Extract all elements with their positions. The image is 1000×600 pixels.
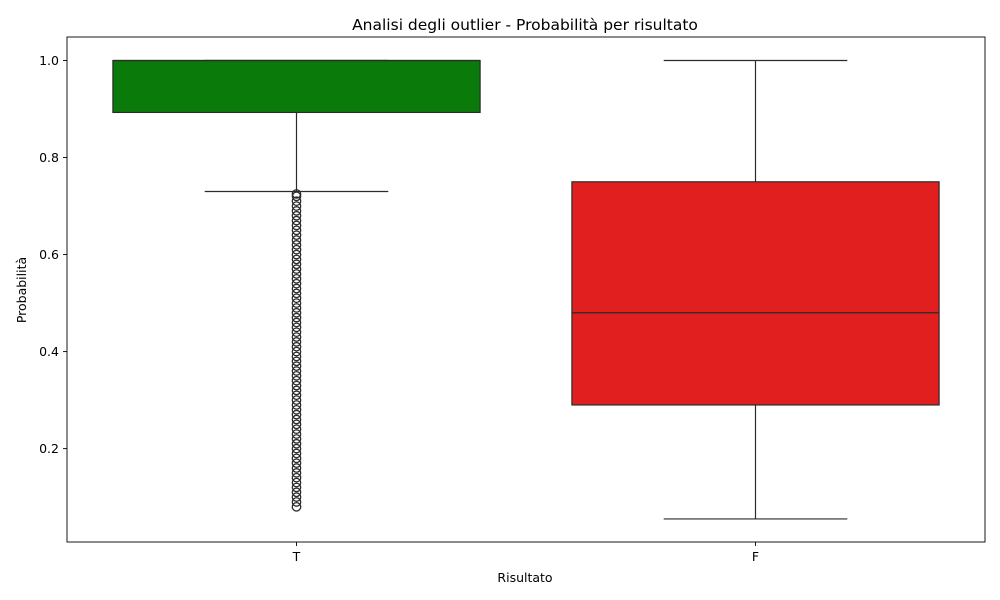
outlier-point-t xyxy=(291,293,302,304)
outlier-point-t xyxy=(291,443,302,454)
outlier-point-t xyxy=(291,196,302,207)
y-tick-label: 0.2 xyxy=(39,441,59,456)
outlier-point-t xyxy=(291,189,302,199)
outlier-point-t xyxy=(291,278,302,289)
outlier-point-t xyxy=(291,327,302,338)
outlier-point-t xyxy=(291,283,302,294)
y-tick-label: 0.8 xyxy=(39,150,59,165)
outlier-point-t xyxy=(291,225,302,236)
outlier-point-t xyxy=(291,341,302,352)
x-tick-label-f: F xyxy=(752,549,759,564)
outlier-point-t xyxy=(291,361,302,371)
outlier-point-t xyxy=(291,356,302,367)
outlier-point-t xyxy=(291,249,302,260)
outlier-point-t xyxy=(291,385,302,396)
outlier-point-t xyxy=(291,448,302,459)
plot-frame xyxy=(66,36,986,543)
outlier-point-t xyxy=(291,366,302,376)
outlier-point-t xyxy=(291,317,302,328)
outlier-point-t xyxy=(291,395,302,405)
outlier-point-t xyxy=(291,453,302,464)
outlier-point-t xyxy=(291,414,302,425)
outlier-point-t xyxy=(291,235,302,245)
x-axis-label: Risultato xyxy=(497,570,552,585)
box-f xyxy=(571,181,940,406)
outlier-point-t xyxy=(291,370,302,381)
outlier-point-t xyxy=(291,288,302,299)
outlier-point-t xyxy=(291,477,302,488)
outlier-point-t xyxy=(291,380,302,391)
y-axis-ticks: 0.2 0.4 0.6 0.8 1.0 xyxy=(39,53,67,456)
y-tick-label: 1.0 xyxy=(39,53,59,68)
outlier-point-t xyxy=(291,206,302,216)
outlier-point-t xyxy=(291,400,302,410)
outlier-point-t xyxy=(291,468,302,478)
outlier-point-t xyxy=(291,244,302,255)
outlier-point-t xyxy=(291,220,302,231)
outlier-point-t xyxy=(291,472,302,483)
outlier-point-t xyxy=(291,497,302,507)
outlier-point-t xyxy=(291,438,302,449)
outlier-point-t xyxy=(291,322,302,333)
outlier-point-t xyxy=(291,346,302,357)
outlier-point-t xyxy=(291,390,302,401)
outlier-point-t xyxy=(291,210,302,221)
y-tick-label: 0.6 xyxy=(39,247,59,262)
outlier-point-t xyxy=(291,429,302,439)
y-axis-label: Probabilità xyxy=(14,257,29,323)
outlier-point-t xyxy=(291,215,302,226)
outlier-point-t xyxy=(291,298,302,308)
x-tick-label-t: T xyxy=(292,549,301,564)
outlier-point-t xyxy=(291,434,302,444)
outlier-point-t xyxy=(291,487,302,498)
outlier-point-t xyxy=(291,419,302,430)
y-tick-label: 0.4 xyxy=(39,344,59,359)
outlier-point-t xyxy=(291,404,302,415)
chart-title: Analisi degli outlier - Probabilità per … xyxy=(352,16,698,34)
outlier-point-t xyxy=(291,312,302,323)
outlier-point-t xyxy=(291,332,302,342)
outlier-point-t xyxy=(291,482,302,493)
box-t xyxy=(112,59,481,114)
outlier-point-t xyxy=(291,409,302,420)
outlier-point-t xyxy=(291,501,302,512)
outlier-point-t xyxy=(291,230,302,241)
outlier-point-t xyxy=(291,269,302,279)
outlier-point-t xyxy=(291,201,302,211)
outlier-point-t xyxy=(291,191,302,202)
box-group-t xyxy=(112,59,481,512)
outlier-point-t xyxy=(291,273,302,284)
outlier-point-t xyxy=(291,375,302,386)
outlier-point-t xyxy=(291,264,302,274)
outlier-point-t xyxy=(291,463,302,473)
outlier-point-t xyxy=(291,303,302,313)
outlier-point-t xyxy=(291,351,302,362)
outlier-point-t xyxy=(291,307,302,318)
outlier-point-t xyxy=(291,259,302,270)
plot-marks xyxy=(112,59,940,520)
outlier-point-t xyxy=(291,254,302,265)
outlier-point-t xyxy=(291,492,302,502)
outlier-point-t xyxy=(291,337,302,347)
outlier-point-t xyxy=(291,424,302,435)
outlier-point-t xyxy=(291,240,302,250)
box-group-f xyxy=(571,59,940,520)
outlier-point-t xyxy=(291,458,302,469)
